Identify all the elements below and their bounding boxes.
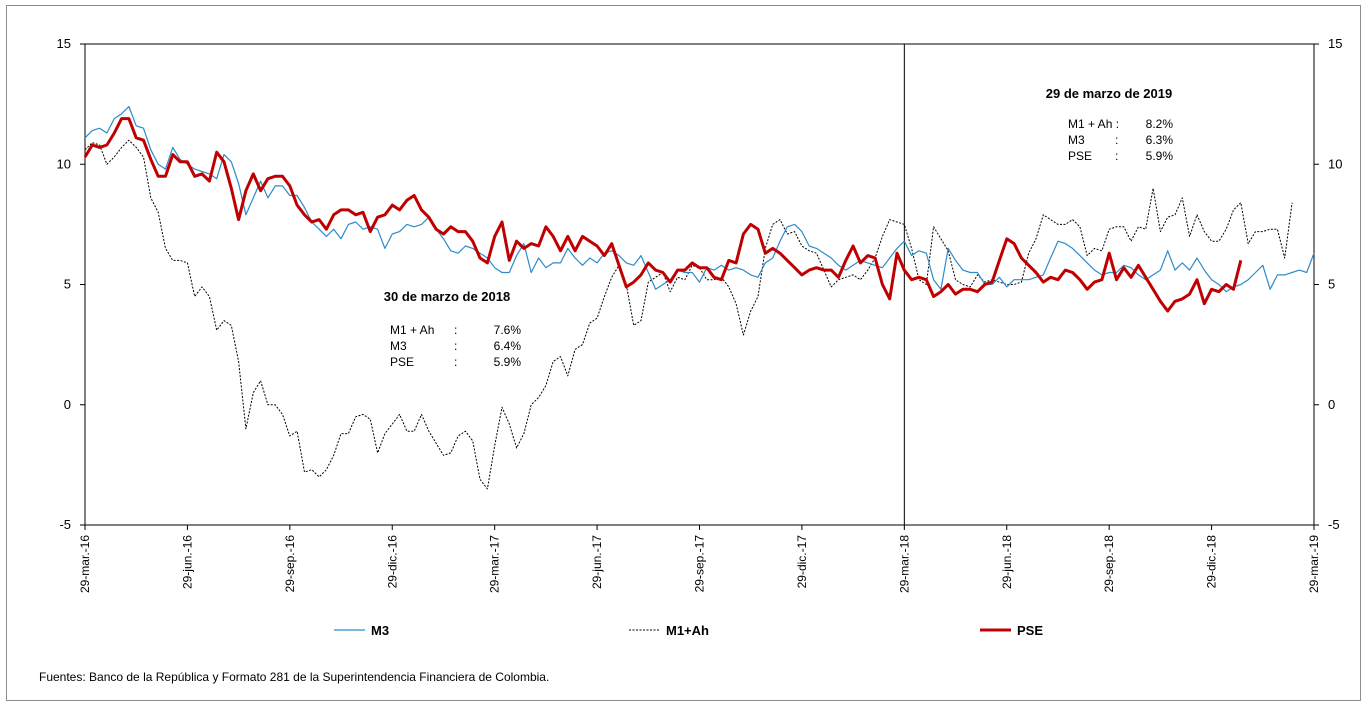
annotation-2018-sep-pse: : (454, 355, 457, 369)
y-left-tick-label: 0 (64, 397, 71, 412)
series-layer (83, 105, 1315, 490)
x-tick-label: 29-jun.-16 (180, 535, 194, 589)
x-tick-label: 29-dic.-17 (795, 535, 809, 589)
annotation-2019-sep-m3: : (1115, 133, 1118, 147)
annotation-2018-value-m3: 6.4% (494, 339, 522, 353)
annotation-2018-value-pse: 5.9% (494, 355, 522, 369)
annotation-2019-value-pse: 5.9% (1146, 149, 1174, 163)
y-right-tick-label: 10 (1328, 156, 1342, 171)
annotation-2018-sep-m1ah: : (454, 323, 457, 337)
annotation-2018-label-m3: M3 (390, 339, 407, 353)
y-left-tick-label: 5 (64, 277, 71, 292)
x-tick-label: 29-mar.-17 (488, 535, 502, 593)
legend-label-m3: M3 (371, 623, 389, 638)
annotation-2019-sep-pse: : (1115, 149, 1118, 163)
annotation-2018-title: 30 de marzo de 2018 (384, 289, 510, 304)
annotation-2019-label-pse: PSE (1068, 149, 1092, 163)
y-left-tick-label: 15 (57, 36, 71, 51)
annotation-2019-value-m3: 6.3% (1146, 133, 1174, 147)
line-chart: -5 -5 0 0 5 5 10 10 15 15 29-mar.-16 29-jun.-16 29-s… (57, 36, 1343, 638)
y-left-tick-label: 10 (57, 156, 71, 171)
legend-label-pse: PSE (1017, 623, 1043, 638)
x-tick-label: 29-dic.-16 (385, 535, 399, 589)
source-note: Fuentes: Banco de la República y Formato… (39, 670, 550, 684)
annotation-2019-value-m1ah: 8.2% (1146, 117, 1174, 131)
annotation-2019-label-m1ah: M1 + Ah : (1068, 117, 1119, 131)
series-line-m3 (84, 105, 1315, 293)
x-tick-label: 29-sep.-16 (283, 535, 297, 593)
legend-label-m1ah: M1+Ah (666, 623, 709, 638)
annotation-2018-label-pse: PSE (390, 355, 414, 369)
series-line-pse (83, 117, 1243, 313)
plot-area-border (84, 43, 1315, 526)
annotation-2019: 29 de marzo de 2019 M1 + Ah : 8.2% M3 : … (1046, 86, 1174, 163)
x-tick-label: 29-mar.-19 (1307, 535, 1321, 593)
y-right-tick-label: 15 (1328, 36, 1342, 51)
y-right-tick-label: 5 (1328, 277, 1335, 292)
x-tick-label: 29-jun.-17 (590, 535, 604, 589)
y-right-tick-label: -5 (1328, 517, 1340, 532)
annotation-2018: 30 de marzo de 2018 M1 + Ah : 7.6% M3 : … (384, 289, 522, 369)
x-tick-label: 29-mar.-16 (78, 535, 92, 593)
x-tick-label: 29-sep.-18 (1102, 535, 1116, 593)
x-tick-label: 29-mar.-18 (897, 535, 911, 593)
legend: M3 M1+Ah PSE (334, 623, 1043, 638)
chart-frame: -5 -5 0 0 5 5 10 10 15 15 29-mar.-16 29-jun.-16 29-s… (6, 5, 1361, 701)
x-tick-label: 29-dic.-18 (1205, 535, 1219, 589)
annotation-2018-value-m1ah: 7.6% (494, 323, 522, 337)
annotation-2019-title: 29 de marzo de 2019 (1046, 86, 1172, 101)
annotation-2019-label-m3: M3 (1068, 133, 1085, 147)
x-tick-label: 29-sep.-17 (693, 535, 707, 593)
annotation-2018-label-m1ah: M1 + Ah (390, 323, 434, 337)
x-tick-label: 29-jun.-18 (1000, 535, 1014, 589)
axes: -5 -5 0 0 5 5 10 10 15 15 29-mar.-16 29-jun.-16 29-s… (57, 36, 1343, 593)
y-left-tick-label: -5 (59, 517, 71, 532)
annotation-2018-sep-m3: : (454, 339, 457, 353)
y-right-tick-label: 0 (1328, 397, 1335, 412)
